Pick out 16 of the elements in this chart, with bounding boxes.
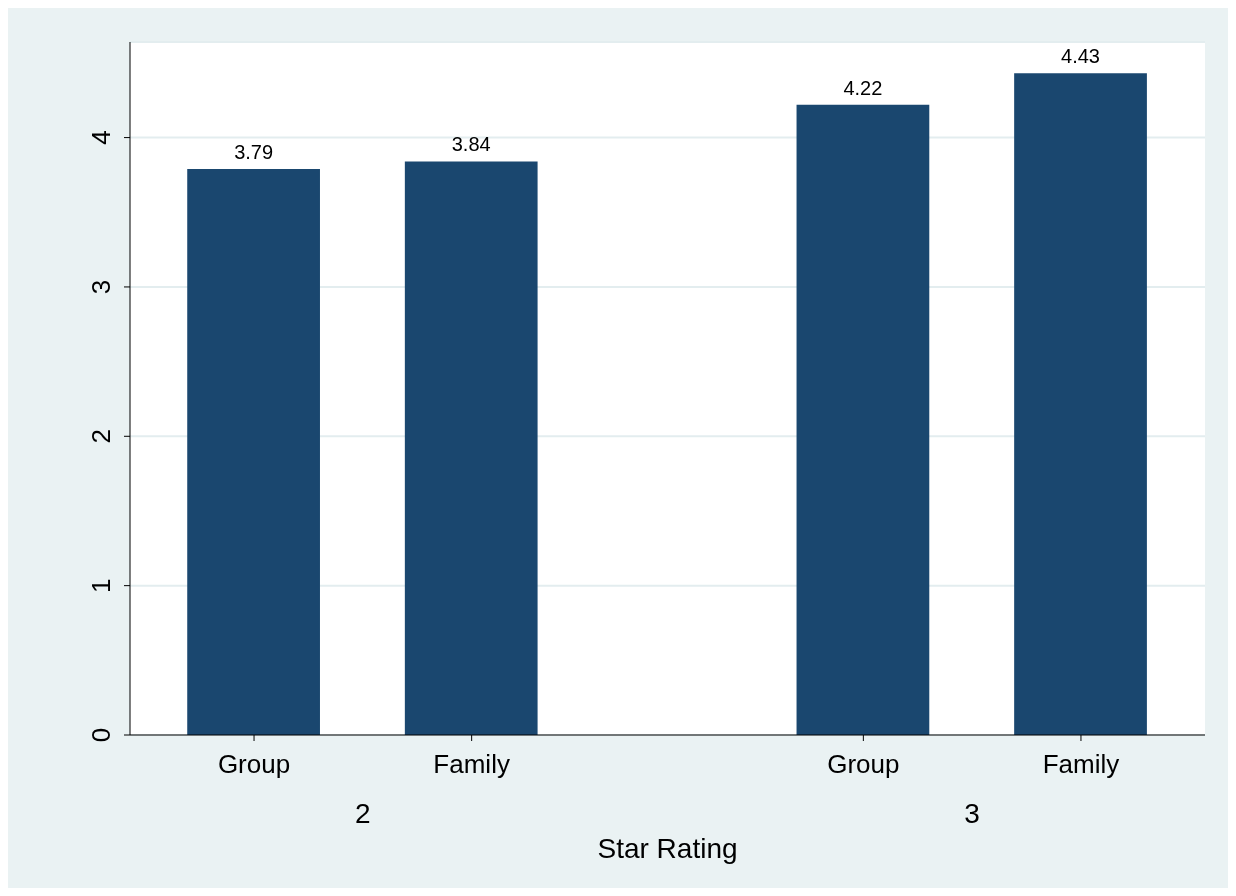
text: 3 — [963, 798, 981, 830]
data-label: 4.22 — [843, 76, 883, 99]
x-axis-title: Star Rating — [596, 833, 739, 865]
y-tick-label: 2 — [86, 429, 116, 444]
y-tick-label: 1 — [86, 578, 116, 593]
y-tick-label: 4 — [86, 130, 116, 145]
x-tick-label: Family — [433, 749, 510, 779]
data-label: 3.84 — [451, 133, 491, 156]
y-tick-label: 0 — [86, 727, 116, 743]
x-tick-label: Group — [827, 749, 900, 779]
data-label: 3.79 — [234, 140, 274, 163]
y-tick-label: 3 — [86, 279, 116, 295]
text: 2 — [354, 798, 372, 830]
x-tick-label: Family — [1042, 749, 1120, 779]
data-label: 4.43 — [1061, 45, 1100, 68]
x-tick-label: Group — [217, 749, 291, 779]
